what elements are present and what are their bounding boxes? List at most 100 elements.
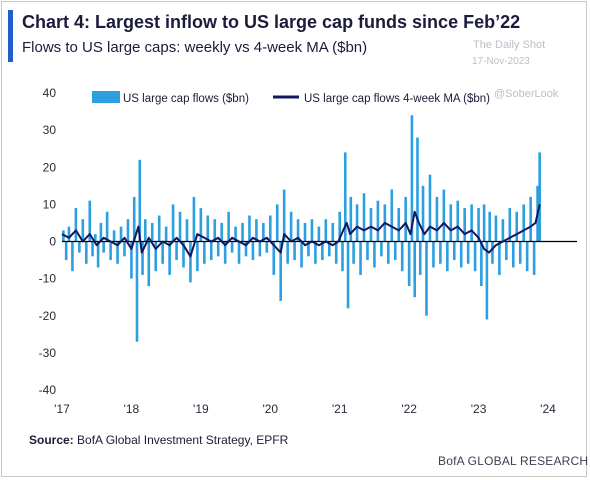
flow-bar: [473, 241, 477, 272]
flow-bar: [310, 219, 314, 242]
flow-bar: [452, 241, 456, 261]
chart-title: Chart 4: Largest inflow to US large cap …: [22, 12, 521, 32]
flow-bar: [439, 241, 442, 264]
flow-bar: [209, 241, 213, 261]
flow-bar: [346, 241, 350, 309]
flow-bar: [349, 196, 353, 242]
flow-bar: [199, 208, 203, 242]
flow-bar: [421, 185, 425, 242]
flow-bar: [293, 241, 296, 261]
flow-bar: [154, 241, 158, 272]
flow-bar: [81, 219, 85, 242]
flow-bar: [376, 200, 380, 242]
flow-bar: [275, 204, 279, 242]
flow-bar: [343, 152, 347, 242]
flow-bar: [286, 241, 289, 264]
flow-bar: [216, 241, 220, 257]
legend-label-flows: US large cap flows ($bn): [123, 93, 249, 105]
flow-bar: [331, 222, 335, 242]
flow-bar: [480, 241, 483, 287]
x-tick-label: '23: [471, 402, 487, 416]
flow-bar: [456, 200, 460, 242]
flow-bar: [518, 241, 522, 264]
flow-bar: [463, 208, 466, 242]
flow-bar: [390, 189, 394, 242]
flow-bar: [413, 241, 416, 298]
flow-bar: [64, 241, 68, 261]
legend-swatch-flows: [92, 91, 120, 103]
flow-bar: [168, 241, 171, 275]
flow-bar: [223, 241, 227, 264]
y-tick-label: 30: [43, 123, 57, 137]
flow-bar: [248, 215, 251, 242]
x-tick-label: '19: [193, 402, 209, 416]
y-tick-label: 0: [49, 235, 56, 249]
y-tick-label: -20: [39, 309, 57, 323]
flow-bar: [230, 241, 234, 253]
flow-bar: [505, 241, 508, 261]
flow-bar: [91, 241, 94, 257]
ma-line-series: [61, 204, 541, 258]
flow-bar: [164, 226, 168, 242]
flow-bar: [538, 152, 541, 242]
flow-bar: [307, 241, 310, 257]
flow-bar: [258, 241, 262, 257]
flow-bar: [130, 241, 133, 279]
flow-bar: [432, 241, 435, 268]
flow-bar: [119, 226, 123, 242]
flow-bar: [425, 241, 428, 316]
flow-bar: [289, 211, 293, 242]
flow-bar: [178, 211, 182, 242]
x-tick-label: '22: [401, 402, 417, 416]
flow-bar: [314, 241, 317, 264]
flow-bar: [522, 204, 525, 242]
flow-bar: [265, 241, 269, 253]
title-accent-bar: [8, 10, 13, 62]
flow-bar: [196, 241, 199, 272]
flow-bar: [157, 215, 161, 242]
x-tick-label: '18: [124, 402, 140, 416]
flow-bar: [334, 241, 338, 264]
chart-legend: US large cap flows ($bn) US large cap fl…: [92, 91, 490, 105]
flow-bar: [144, 219, 147, 242]
flow-bar: [272, 241, 276, 275]
flow-bar: [515, 211, 519, 242]
y-tick-label: -40: [39, 383, 57, 397]
flow-bar: [138, 159, 142, 242]
y-tick-label: 10: [43, 197, 57, 211]
flow-bar: [220, 222, 223, 242]
flow-bar: [511, 241, 515, 268]
flow-bar: [88, 200, 92, 242]
flow-bar: [410, 115, 414, 242]
flow-bar: [352, 241, 355, 264]
flow-bar: [459, 241, 463, 268]
flow-bar: [466, 241, 470, 264]
flow-bar: [321, 241, 324, 261]
legend-label-ma: US large cap flows 4-week MA ($bn): [304, 93, 490, 105]
flow-bar: [355, 204, 359, 242]
y-tick-label: -10: [39, 272, 57, 286]
flow-bar: [78, 241, 81, 253]
flow-bar: [241, 222, 244, 242]
flow-bar: [485, 241, 489, 320]
flow-bar: [373, 241, 376, 268]
flow-bar: [328, 241, 331, 257]
flow-bar: [105, 211, 109, 242]
flow-bar: [435, 196, 439, 242]
flow-bar: [380, 241, 383, 257]
source-label: Source:: [29, 433, 74, 447]
flow-bar: [237, 241, 241, 264]
flow-bar: [407, 241, 411, 287]
flow-bar: [234, 226, 237, 242]
y-tick-label: 40: [43, 86, 57, 100]
flow-bar: [317, 226, 321, 242]
flow-bar: [501, 219, 505, 242]
flow-bar: [185, 219, 189, 242]
flow-bar: [150, 222, 154, 242]
x-tick-label: '24: [540, 402, 556, 416]
flow-bar: [67, 226, 71, 242]
watermark-line-2: 17-Nov-2023: [472, 56, 530, 67]
y-tick-label: 20: [43, 160, 57, 174]
watermark-line-3: @SoberLook: [494, 88, 559, 100]
